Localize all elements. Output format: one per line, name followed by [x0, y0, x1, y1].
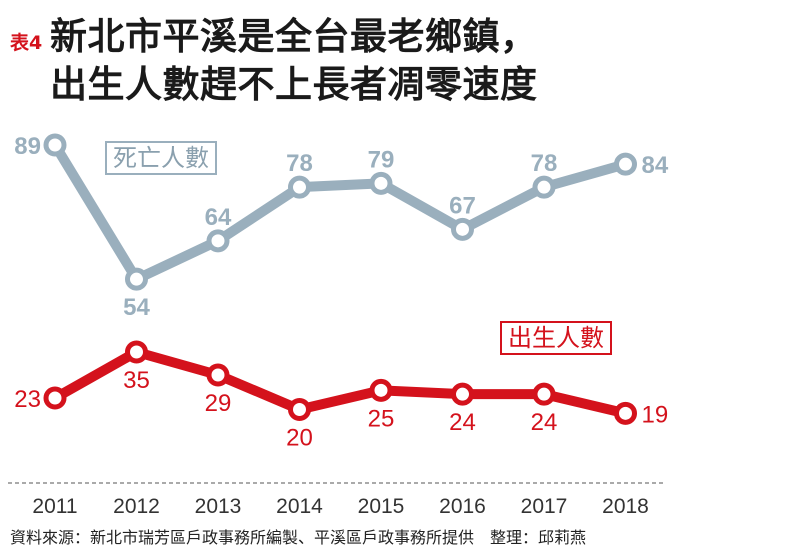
data-label: 67 [449, 192, 476, 219]
data-point [614, 152, 637, 176]
table-number: 表4 [10, 32, 43, 54]
x-tick-label: 2017 [521, 495, 568, 518]
data-label: 24 [449, 409, 476, 436]
data-point [43, 133, 67, 157]
series-line-deaths [50, 140, 631, 285]
legend-deaths: 死亡人數 [105, 141, 217, 175]
data-point [288, 175, 311, 199]
x-tick-label: 2011 [32, 495, 77, 518]
data-label: 64 [205, 204, 232, 231]
chart-title-line-1: 新北市平溪是全台最老鄉鎮， [50, 15, 538, 58]
data-label: 78 [531, 150, 558, 177]
data-point [369, 378, 393, 402]
x-tick-label: 2016 [439, 495, 486, 518]
data-point [614, 401, 637, 425]
data-point [43, 386, 67, 410]
data-point [206, 363, 230, 387]
data-label: 84 [642, 152, 669, 179]
x-tick-label: 2012 [113, 495, 160, 518]
data-point [125, 340, 148, 364]
data-label: 20 [286, 425, 313, 452]
source-note: 資料來源：新北市瑞芳區戶政事務所編製、平溪區戶政事務所提供 整理：邱莉燕 [10, 528, 587, 547]
data-point [451, 217, 474, 241]
data-label: 23 [14, 386, 41, 413]
data-label: 78 [286, 150, 313, 177]
series-line-births [50, 347, 631, 419]
data-label: 25 [368, 405, 395, 432]
x-tick-label: 2015 [358, 495, 405, 518]
data-label: 54 [123, 294, 150, 321]
data-label: 24 [531, 409, 558, 436]
legend-births: 出生人數 [500, 321, 612, 355]
data-point [532, 382, 556, 406]
x-tick-label: 2014 [276, 495, 323, 518]
data-label: 79 [368, 146, 395, 173]
data-label: 35 [123, 367, 150, 394]
chart-title-line-2: 出生人數趕不上長者凋零速度 [50, 63, 538, 106]
data-label: 89 [14, 133, 41, 160]
data-point [532, 175, 556, 199]
data-point [125, 267, 148, 291]
x-tick-label: 2018 [602, 495, 649, 518]
data-point [369, 171, 393, 195]
data-label: 29 [205, 390, 232, 417]
data-point [288, 398, 311, 421]
data-point [451, 382, 474, 406]
x-tick-label: 2013 [195, 495, 242, 518]
data-point [206, 229, 230, 253]
data-label: 19 [642, 401, 669, 428]
